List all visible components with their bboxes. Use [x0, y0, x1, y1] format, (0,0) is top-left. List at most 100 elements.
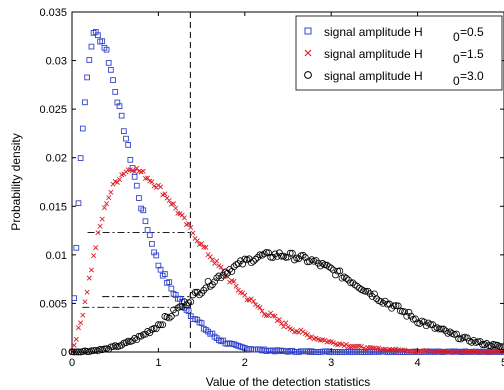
data-point [71, 295, 78, 302]
data-point [122, 339, 130, 347]
data-point [190, 230, 196, 236]
data-point [259, 308, 265, 314]
data-point [136, 195, 142, 201]
legend-entry-2: signal amplitude H 0 =1.5 [304, 47, 484, 66]
data-point [350, 343, 356, 349]
data-point [202, 284, 210, 292]
data-point [203, 244, 209, 250]
data-point [496, 343, 504, 350]
data-point [468, 338, 476, 346]
data-point [257, 305, 263, 311]
data-point [420, 318, 428, 326]
data-point [419, 348, 425, 354]
data-point [475, 349, 481, 355]
data-point [244, 297, 250, 303]
data-point [319, 260, 326, 267]
x-tick-label: 5 [501, 357, 504, 369]
y-tick-label: 0.035 [39, 7, 67, 19]
data-point [165, 314, 173, 322]
data-point [399, 308, 406, 315]
data-point [158, 184, 164, 190]
y-tick-label: 0 [61, 347, 67, 359]
data-point [401, 308, 409, 316]
data-point [103, 46, 110, 53]
data-point [334, 267, 342, 275]
data-point [176, 303, 184, 311]
legend-marker-circle [304, 71, 312, 79]
data-point [252, 255, 260, 263]
data-point [200, 286, 208, 294]
data-point [430, 349, 436, 355]
legend-subscript: 0 [453, 30, 460, 44]
data-point [157, 321, 164, 329]
data-point [227, 279, 233, 285]
data-point [142, 218, 149, 225]
data-point [73, 244, 80, 251]
data-point [159, 321, 167, 329]
data-point [167, 312, 175, 320]
data-point [93, 245, 99, 251]
data-point [427, 321, 434, 328]
data-point [336, 267, 344, 275]
data-point [106, 195, 112, 201]
data-point [71, 342, 77, 348]
data-point [133, 182, 140, 189]
data-point [455, 335, 463, 343]
data-point [77, 155, 84, 161]
data-point [498, 343, 504, 351]
data-point [224, 269, 231, 277]
data-point [250, 257, 257, 265]
legend-entry-3: signal amplitude H 0 =3.0 [304, 69, 484, 88]
data-point [442, 327, 450, 335]
data-point [284, 253, 292, 261]
data-point [127, 156, 134, 163]
data-point [417, 348, 423, 354]
data-point [286, 249, 294, 257]
data-point [149, 241, 155, 247]
x-axis-label: Value of the detection statistics [206, 375, 371, 389]
data-point [218, 264, 224, 270]
data-point [101, 205, 107, 211]
data-point [288, 249, 296, 257]
data-point [445, 349, 451, 355]
data-point [88, 347, 95, 355]
data-point [120, 128, 127, 135]
data-point [416, 320, 424, 327]
data-point [437, 325, 445, 333]
data-point [162, 191, 168, 197]
data-point [325, 263, 333, 271]
data-point [131, 173, 138, 180]
data-point [125, 142, 132, 148]
data-point [207, 254, 213, 260]
data-point [88, 43, 95, 50]
data-point [291, 256, 298, 264]
data-point [157, 266, 164, 273]
legend-value: =1.5 [460, 47, 484, 61]
data-point [233, 283, 239, 289]
data-point [377, 298, 385, 305]
data-point [186, 221, 192, 227]
data-point [78, 320, 84, 326]
data-point [97, 223, 103, 229]
data-point [487, 342, 495, 350]
data-point [306, 258, 314, 265]
data-point [383, 300, 391, 308]
data-point [70, 348, 78, 356]
data-point [281, 324, 287, 330]
data-point [279, 320, 285, 326]
data-point [114, 179, 120, 185]
data-point [272, 313, 278, 319]
data-point [199, 241, 205, 247]
data-point [424, 319, 432, 327]
data-point [117, 176, 123, 182]
data-point [196, 291, 203, 299]
data-point [110, 77, 116, 83]
data-point [86, 275, 92, 281]
data-point [201, 244, 207, 250]
legend-subscript: 0 [453, 74, 460, 88]
axes: 0 1 2 3 4 5 0 0.005 0.01 0.015 0.02 0.025 0.03 0.035 [39, 7, 504, 369]
data-point [214, 258, 220, 264]
data-point [132, 169, 138, 175]
data-point [125, 167, 131, 173]
